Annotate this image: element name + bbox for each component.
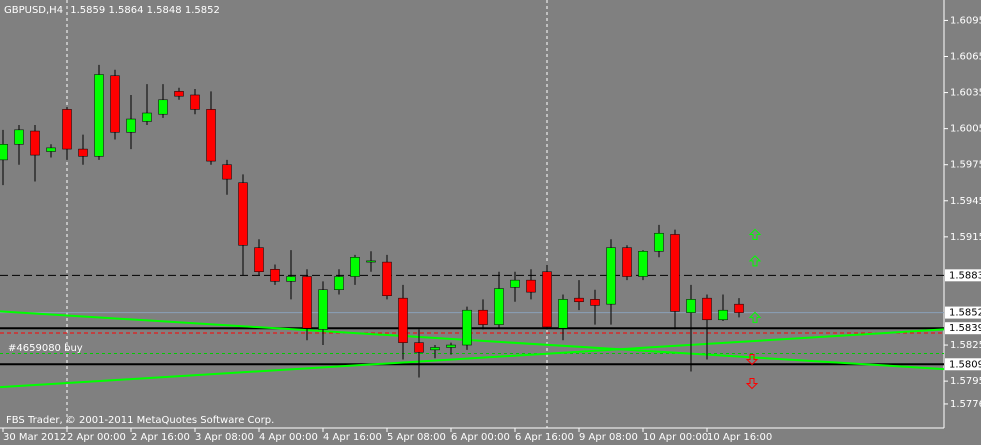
price-label-box (945, 269, 981, 282)
trendline (0, 328, 944, 389)
candle-body (414, 342, 424, 353)
x-tick-label: 10 Apr 00:00 (643, 432, 708, 443)
y-tick-label: 1.6035 (950, 88, 981, 99)
y-tick-label: 1.5975 (950, 160, 981, 171)
x-tick-label: 2 Apr 00:00 (67, 432, 126, 443)
candle-body (0, 144, 8, 161)
candle-body (558, 299, 568, 329)
candle-body (638, 251, 648, 277)
chart-header: GBPUSD,H4 1.5859 1.5864 1.5848 1.5852 (4, 5, 220, 16)
candle-body (590, 299, 600, 306)
trendline (0, 310, 944, 371)
x-tick-label: 10 Apr 16:00 (707, 432, 772, 443)
x-tick-label: 9 Apr 08:00 (579, 432, 638, 443)
candle-body (174, 91, 184, 97)
axis-area: 1.6095 1.6065 1.6035 1.6005 1.5975 1.5945 1.59… (2, 15, 981, 443)
candle-body (494, 288, 504, 325)
candle-body (430, 347, 440, 351)
header-high: 1.5864 (108, 5, 143, 16)
candle-body (206, 109, 216, 162)
candle-body (30, 130, 40, 156)
x-tick-label: 5 Apr 08:00 (387, 432, 446, 443)
down-arrow (745, 353, 759, 366)
x-tick-label: 6 Apr 16:00 (515, 432, 574, 443)
y-tick-label: 1.6005 (950, 124, 981, 135)
candle-body (718, 309, 728, 321)
price-label-box (945, 306, 981, 319)
candle-body (510, 279, 520, 288)
candle-body (542, 271, 552, 328)
x-tick-label: 30 Mar 2012 (3, 432, 66, 443)
up-arrow (748, 255, 762, 267)
candle-body (734, 303, 744, 313)
candle-body (526, 279, 536, 293)
candle-body (14, 129, 24, 145)
candle-body (46, 147, 56, 152)
candle-body (334, 276, 344, 290)
x-tick-label: 3 Apr 08:00 (195, 432, 254, 443)
candle-body (606, 247, 616, 305)
up-arrow (748, 311, 762, 323)
candle-body (62, 109, 72, 150)
candle-body (126, 118, 136, 133)
candle-body (286, 276, 296, 282)
price-label: 1.5809 (949, 359, 981, 370)
candle-body (78, 148, 88, 157)
price-label-box (945, 358, 981, 371)
candle-body (702, 297, 712, 321)
x-tick-label: 4 Apr 00:00 (259, 432, 318, 443)
candle-body (654, 232, 664, 252)
candle-body (686, 299, 696, 313)
candle-body (302, 276, 312, 329)
y-tick-label: 1.5825 (950, 340, 981, 351)
price-label: 1.5883 (949, 270, 981, 281)
x-tick-label: 4 Apr 16:00 (323, 432, 382, 443)
candle-body (462, 309, 472, 346)
header-close: 1.5852 (185, 5, 220, 16)
candle-body (190, 94, 200, 110)
price-label: 1.5839 (949, 323, 981, 334)
up-arrow (748, 228, 762, 240)
candle-body (478, 309, 488, 325)
candle-body (110, 75, 120, 133)
y-tick-label: 1.5776 (950, 399, 981, 410)
header-open: 1.5859 (70, 5, 105, 16)
candle-body (94, 74, 104, 157)
price-label-box (945, 322, 981, 335)
candle-body (350, 257, 360, 277)
y-tick-label: 1.5915 (950, 232, 981, 243)
x-tick-label: 6 Apr 00:00 (451, 432, 510, 443)
candle-body (270, 269, 280, 282)
candle-body (574, 297, 584, 303)
y-tick-label: 1.6095 (950, 15, 981, 26)
candle-body (158, 99, 168, 115)
candle-body (238, 182, 248, 246)
y-tick-label: 1.5795 (950, 376, 981, 387)
candle-body (670, 234, 680, 312)
plot-area (0, 64, 944, 390)
candle-body (366, 260, 376, 263)
candle-body (382, 261, 392, 297)
symbol: GBPUSD,H4 (4, 5, 63, 16)
candle-body (446, 344, 456, 348)
down-arrow (745, 378, 759, 390)
copyright: FBS Trader, © 2001-2011 MetaQuotes Softw… (6, 415, 274, 426)
y-tick-label: 1.6065 (950, 52, 981, 63)
candle-body (398, 297, 408, 343)
candle-body (318, 289, 328, 330)
price-label: 1.5852 (949, 308, 981, 319)
header-low: 1.5848 (147, 5, 182, 16)
candle-body (142, 112, 152, 122)
candle-body (222, 164, 232, 180)
y-tick-label: 1.5945 (950, 196, 981, 207)
candle-body (254, 247, 264, 272)
x-tick-label: 2 Apr 16:00 (131, 432, 190, 443)
order-label: #4659080 buy (8, 343, 83, 354)
candle-body (622, 247, 632, 277)
